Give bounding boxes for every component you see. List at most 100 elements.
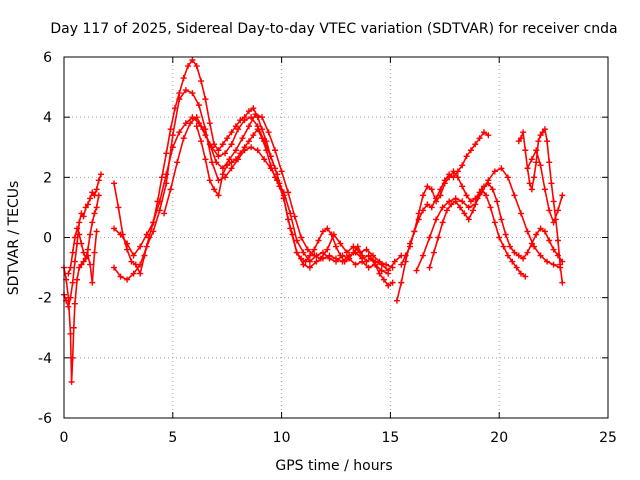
data-point — [180, 75, 187, 82]
data-point — [215, 147, 222, 154]
data-point — [363, 258, 370, 265]
data-point — [235, 126, 242, 133]
data-point — [369, 252, 376, 259]
data-point — [465, 216, 472, 223]
data-point — [472, 141, 479, 148]
data-point — [74, 225, 81, 232]
data-point — [259, 114, 266, 121]
data-point — [91, 249, 98, 256]
data-point — [463, 192, 470, 199]
data-point — [402, 258, 409, 265]
data-point — [522, 147, 529, 154]
data-point — [533, 147, 540, 154]
data-point — [143, 243, 150, 250]
y-axis-label: SDTVAR / TECUs — [6, 181, 22, 296]
data-point — [180, 135, 187, 142]
data-point — [117, 273, 124, 280]
data-point — [467, 147, 474, 154]
data-point — [420, 207, 427, 214]
data-point — [365, 264, 372, 271]
data-point — [470, 207, 477, 214]
data-point — [250, 132, 257, 139]
data-point — [124, 246, 131, 253]
data-point — [176, 90, 183, 97]
data-point — [174, 159, 181, 166]
data-point — [78, 240, 85, 247]
data-point — [198, 78, 205, 85]
data-point — [193, 123, 200, 130]
data-point — [228, 141, 235, 148]
data-point — [461, 210, 468, 217]
data-point — [406, 243, 413, 250]
data-point — [483, 192, 490, 199]
y-tick-label: 2 — [43, 170, 52, 186]
data-point — [224, 135, 231, 142]
data-point — [111, 264, 118, 271]
data-point — [137, 270, 144, 277]
data-point — [198, 138, 205, 145]
data-point — [524, 228, 531, 235]
data-point — [82, 204, 89, 211]
data-point — [324, 246, 331, 253]
data-point — [507, 243, 514, 250]
data-point — [500, 243, 507, 250]
data-point — [306, 264, 313, 271]
data-point — [137, 261, 144, 268]
data-point — [531, 243, 538, 250]
data-point — [319, 228, 326, 235]
data-point — [343, 249, 350, 256]
data-point — [537, 162, 544, 169]
data-point — [189, 90, 196, 97]
axis-ticks: 0 5 10 15 20 25 -6 -4 -2 0 2 4 6 — [38, 50, 617, 446]
data-point — [97, 171, 104, 178]
data-point — [491, 219, 498, 226]
data-point — [380, 276, 387, 283]
series-trace-12 — [426, 186, 529, 280]
chart-title: Day 117 of 2025, Sidereal Day-to-day VTE… — [50, 21, 617, 37]
data-point — [300, 249, 307, 256]
data-point — [433, 216, 440, 223]
data-point — [202, 96, 209, 103]
data-point — [111, 225, 118, 232]
data-point — [541, 228, 548, 235]
data-point — [193, 63, 200, 70]
data-point — [337, 240, 344, 247]
data-point — [372, 261, 379, 268]
data-point — [541, 186, 548, 193]
plot-frame — [63, 56, 609, 419]
data-point — [232, 156, 239, 163]
data-point — [476, 135, 483, 142]
data-point — [302, 258, 309, 265]
data-point — [274, 171, 281, 178]
data-point — [554, 207, 561, 214]
data-point — [293, 237, 300, 244]
data-point — [89, 189, 96, 196]
data-point — [215, 177, 222, 184]
data-point — [520, 129, 527, 136]
data-point — [65, 270, 72, 277]
data-point — [528, 186, 535, 193]
data-point — [524, 165, 531, 172]
data-point — [91, 210, 98, 217]
data-point — [130, 252, 137, 259]
data-point — [376, 258, 383, 265]
data-point — [446, 198, 453, 205]
series-trace-7 — [161, 111, 396, 271]
y-tick-label: -6 — [38, 411, 52, 427]
data-point — [232, 123, 239, 130]
y-tick-label: 4 — [43, 110, 52, 126]
data-point — [300, 261, 307, 268]
data-point — [491, 168, 498, 175]
data-point — [430, 249, 437, 256]
data-point — [478, 186, 485, 193]
data-point — [420, 252, 427, 259]
data-point — [215, 153, 222, 160]
data-point — [87, 195, 94, 202]
data-point — [517, 135, 524, 142]
data-point — [71, 234, 78, 241]
data-point — [80, 213, 87, 220]
data-point — [70, 324, 77, 331]
data-point — [459, 183, 466, 190]
data-point — [367, 255, 374, 262]
series-line — [163, 113, 394, 269]
